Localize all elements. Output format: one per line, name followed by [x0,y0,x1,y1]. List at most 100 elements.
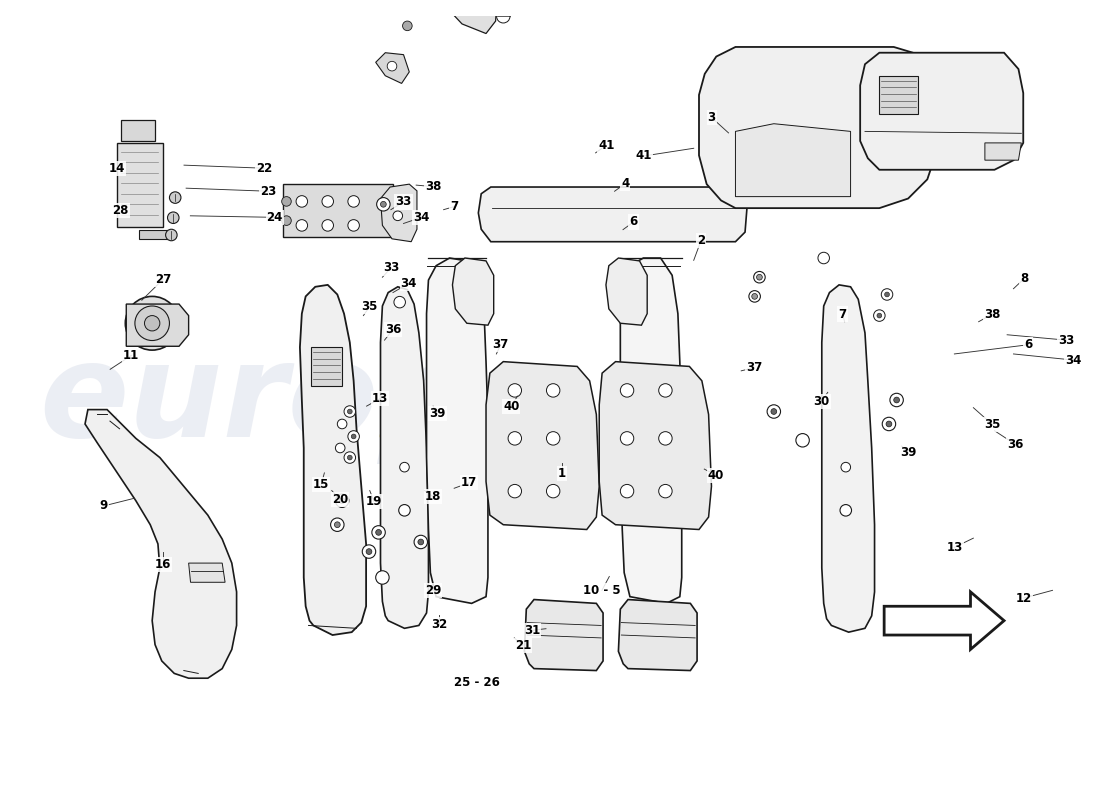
Circle shape [376,530,382,535]
Circle shape [796,434,810,447]
Polygon shape [188,563,226,582]
Text: 8: 8 [1020,272,1028,286]
Circle shape [169,192,182,203]
Circle shape [547,432,560,445]
Text: 34: 34 [414,211,430,224]
Polygon shape [376,53,409,83]
Circle shape [399,462,409,472]
Circle shape [296,196,308,207]
Circle shape [620,432,634,445]
Circle shape [348,196,360,207]
Text: 17: 17 [461,476,477,490]
Text: 21: 21 [515,639,531,652]
Circle shape [818,252,829,264]
Text: 1: 1 [558,467,565,480]
Text: 22: 22 [256,162,273,174]
Text: 41: 41 [636,150,652,162]
Circle shape [336,494,349,507]
Circle shape [339,498,345,504]
Circle shape [414,535,428,549]
Polygon shape [620,258,682,603]
Text: 39: 39 [429,407,446,420]
Text: 36: 36 [1008,438,1024,451]
Circle shape [394,296,406,308]
Circle shape [659,432,672,445]
Polygon shape [300,285,366,635]
Circle shape [344,406,355,418]
Text: 15: 15 [314,478,329,491]
Text: 34: 34 [1066,354,1081,366]
Circle shape [749,290,760,302]
Circle shape [336,443,345,453]
Circle shape [362,545,376,558]
Circle shape [842,462,850,472]
Circle shape [659,384,672,397]
Circle shape [465,0,478,11]
Polygon shape [984,143,1021,160]
Text: 4: 4 [621,177,629,190]
Circle shape [547,485,560,498]
Circle shape [344,452,355,463]
Circle shape [334,522,340,527]
Text: 40: 40 [503,400,519,413]
Text: 10 - 5: 10 - 5 [583,584,620,597]
Bar [283,184,393,237]
Text: 41: 41 [598,138,614,152]
Circle shape [398,505,410,516]
Text: 20: 20 [332,494,349,506]
Text: 28: 28 [112,204,129,217]
Polygon shape [736,124,850,197]
Text: 3: 3 [707,111,716,124]
Text: 35: 35 [984,418,1001,431]
Circle shape [125,296,179,350]
Circle shape [348,430,360,442]
Text: 37: 37 [746,362,762,374]
Text: 23: 23 [261,185,276,198]
Circle shape [348,455,352,460]
Text: europ: europ [39,337,473,463]
Bar [139,230,167,239]
Circle shape [381,202,386,207]
Text: 16: 16 [155,558,172,570]
Polygon shape [126,304,188,346]
Circle shape [873,310,886,322]
Circle shape [338,419,346,429]
Circle shape [351,434,356,439]
Text: 6: 6 [629,215,638,229]
Circle shape [387,62,397,71]
Text: 38: 38 [984,307,1001,321]
Circle shape [372,526,385,539]
Text: 34: 34 [400,277,417,290]
Polygon shape [427,258,488,603]
Polygon shape [486,362,600,530]
Circle shape [135,306,169,341]
Text: 11: 11 [123,349,140,362]
Text: 33: 33 [395,195,411,209]
Text: 30: 30 [813,395,829,408]
Text: 13: 13 [372,392,388,405]
Circle shape [754,271,766,283]
Circle shape [767,405,781,418]
Polygon shape [879,76,917,114]
Circle shape [282,197,292,206]
Text: 7: 7 [450,200,459,213]
Polygon shape [860,53,1023,170]
Bar [117,143,163,227]
Polygon shape [448,0,497,34]
Polygon shape [478,187,747,242]
Text: 7: 7 [838,307,847,321]
Circle shape [376,198,390,211]
Circle shape [167,212,179,223]
Circle shape [322,196,333,207]
Circle shape [376,570,389,584]
Circle shape [348,409,352,414]
Circle shape [393,211,403,221]
Text: 33: 33 [383,262,399,274]
Polygon shape [618,599,697,670]
Circle shape [403,21,412,30]
Text: 12: 12 [1016,591,1032,605]
Circle shape [884,292,890,297]
Circle shape [620,384,634,397]
Circle shape [144,315,159,331]
Text: 25 - 26: 25 - 26 [454,676,500,689]
